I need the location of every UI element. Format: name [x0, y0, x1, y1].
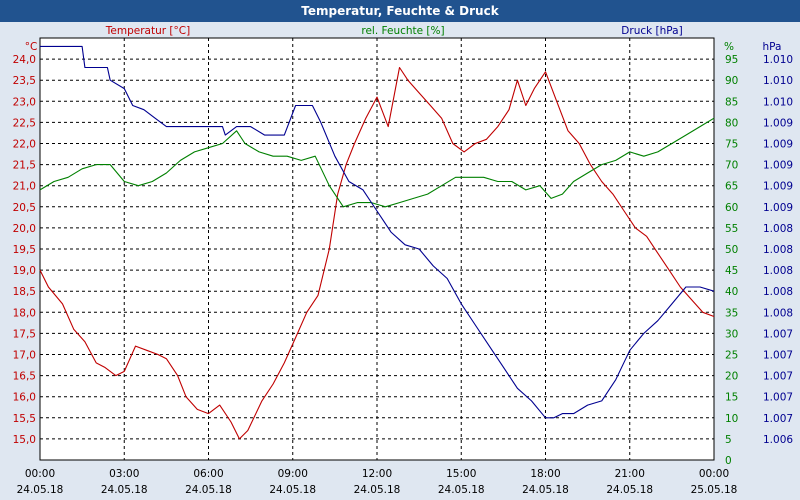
x-tick-time: 06:00	[193, 468, 223, 480]
temperature-tick-label: 18,0	[13, 307, 36, 319]
temperature-tick-label: 22,0	[13, 139, 36, 151]
temperature-tick-label: 20,5	[13, 202, 36, 214]
humidity-tick-label: 65	[725, 181, 738, 193]
x-tick-time: 00:00	[25, 468, 55, 480]
humidity-tick-label: 45	[725, 265, 738, 277]
temperature-tick-label: 24,0	[13, 54, 36, 66]
pressure-tick-label: 1.007	[763, 371, 793, 383]
humidity-tick-label: 75	[725, 139, 738, 151]
temperature-tick-label: 15,0	[13, 434, 36, 446]
x-tick-date: 25.05.18	[691, 484, 738, 496]
pressure-unit: hPa	[763, 41, 782, 53]
temperature-tick-label: 19,5	[13, 244, 36, 256]
pressure-tick-label: 1.009	[763, 117, 793, 129]
humidity-tick-label: 10	[725, 413, 738, 425]
temperature-tick-label: 16,5	[13, 371, 36, 383]
temperature-unit: °C	[25, 41, 38, 53]
x-tick-time: 18:00	[530, 468, 560, 480]
pressure-tick-label: 1.008	[763, 223, 793, 235]
pressure-tick-label: 1.009	[763, 202, 793, 214]
pressure-tick-label: 1.008	[763, 244, 793, 256]
temperature-tick-label: 16,0	[13, 392, 36, 404]
temperature-tick-label: 23,5	[13, 75, 36, 87]
humidity-tick-label: 40	[725, 286, 738, 298]
humidity-tick-label: 60	[725, 202, 738, 214]
pressure-tick-label: 1.007	[763, 350, 793, 362]
x-tick-date: 24.05.18	[101, 484, 148, 496]
pressure-tick-label: 1.008	[763, 286, 793, 298]
x-tick-time: 15:00	[446, 468, 476, 480]
temperature-tick-label: 15,5	[13, 413, 36, 425]
temperature-tick-label: 22,5	[13, 117, 36, 129]
humidity-unit: %	[724, 41, 734, 53]
chart-svg: Temperatur [°C] rel. Feuchte [%] Druck […	[13, 25, 794, 496]
pressure-tick-label: 1.007	[763, 328, 793, 340]
humidity-tick-label: 30	[725, 328, 738, 340]
pressure-tick-label: 1.009	[763, 181, 793, 193]
temperature-tick-label: 20,0	[13, 223, 36, 235]
humidity-tick-label: 70	[725, 160, 738, 172]
pressure-tick-label: 1.007	[763, 392, 793, 404]
axis-ticks: 00:00 24.05.18 03:00 24.05.18 06:00 24.05.18 0…	[13, 54, 794, 496]
pressure-series-line	[40, 45, 715, 419]
x-tick-date: 24.05.18	[354, 484, 401, 496]
humidity-tick-label: 90	[725, 75, 738, 87]
x-tick-time: 09:00	[278, 468, 308, 480]
x-tick-date: 24.05.18	[438, 484, 485, 496]
pressure-axis-title: Druck [hPa]	[621, 25, 682, 37]
humidity-tick-label: 80	[725, 117, 738, 129]
pressure-tick-label: 1.010	[763, 75, 793, 87]
humidity-tick-label: 55	[725, 223, 738, 235]
temperature-tick-label: 21,5	[13, 160, 36, 172]
pressure-tick-label: 1.008	[763, 265, 793, 277]
humidity-series-line	[39, 117, 715, 208]
x-tick-date: 24.05.18	[606, 484, 653, 496]
temperature-tick-label: 18,5	[13, 286, 36, 298]
window-title: Temperatur, Feuchte & Druck	[0, 0, 800, 22]
pressure-tick-label: 1.006	[763, 434, 793, 446]
x-tick-time: 21:00	[615, 468, 645, 480]
humidity-tick-label: 5	[725, 434, 732, 446]
x-tick-date: 24.05.18	[185, 484, 232, 496]
humidity-axis-title: rel. Feuchte [%]	[361, 25, 444, 37]
humidity-tick-label: 85	[725, 96, 738, 108]
humidity-tick-label: 95	[725, 54, 738, 66]
temperature-series-line	[39, 66, 715, 440]
x-tick-date: 24.05.18	[17, 484, 64, 496]
x-tick-time: 03:00	[109, 468, 139, 480]
humidity-tick-label: 50	[725, 244, 738, 256]
temperature-tick-label: 17,0	[13, 350, 36, 362]
temperature-tick-label: 23,0	[13, 96, 36, 108]
humidity-tick-label: 15	[725, 392, 738, 404]
humidity-tick-label: 25	[725, 350, 738, 362]
x-tick-time: 00:00	[699, 468, 729, 480]
grid	[40, 38, 714, 460]
temperature-tick-label: 17,5	[13, 328, 36, 340]
temperature-tick-label: 19,0	[13, 265, 36, 277]
temperature-tick-label: 21,0	[13, 181, 36, 193]
x-tick-time: 12:00	[362, 468, 392, 480]
series-lines	[39, 45, 715, 440]
pressure-tick-label: 1.010	[763, 96, 793, 108]
pressure-tick-label: 1.009	[763, 160, 793, 172]
pressure-tick-label: 1.008	[763, 307, 793, 319]
humidity-tick-label: 0	[725, 455, 732, 467]
x-tick-date: 24.05.18	[522, 484, 569, 496]
x-tick-date: 24.05.18	[269, 484, 316, 496]
humidity-tick-label: 20	[725, 371, 738, 383]
temperature-axis-title: Temperatur [°C]	[105, 25, 190, 37]
pressure-tick-label: 1.009	[763, 139, 793, 151]
pressure-tick-label: 1.010	[763, 54, 793, 66]
pressure-tick-label: 1.007	[763, 413, 793, 425]
humidity-tick-label: 35	[725, 307, 738, 319]
